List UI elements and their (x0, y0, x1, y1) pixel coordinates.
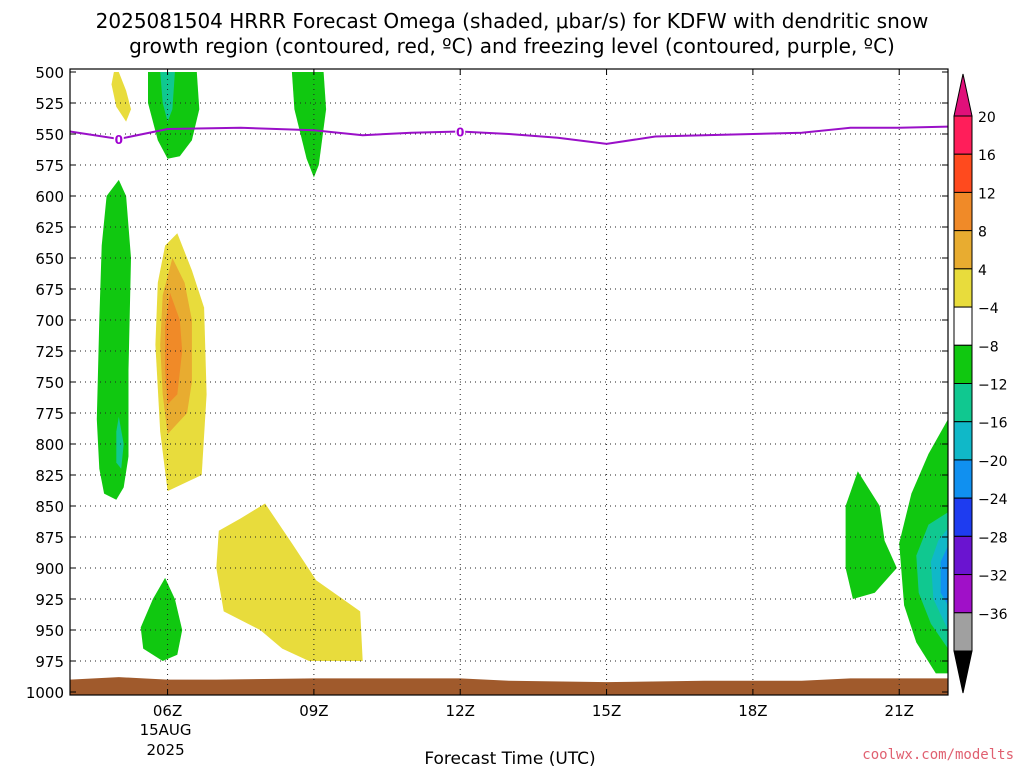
x-tick-year: 2025 (146, 741, 184, 759)
omega-shaded-regions (96, 72, 948, 674)
x-tick-label-15Z: 15Z (592, 702, 621, 720)
colorbar-swatch-8 (953, 421, 973, 461)
colorbar-swatch-9 (953, 459, 973, 499)
colorbar: 20 16 12 8 4 −4 −8 −12 −16 −20 −24 −28 −32 −36 (953, 73, 1008, 694)
freezing-label-bg-0 (113, 131, 124, 146)
colorbar-label-12: −32 (978, 569, 1008, 585)
y-tick-label-750: 750 (35, 374, 64, 392)
omega-region-8 (165, 292, 183, 405)
colorbar-label-1: 16 (978, 148, 996, 164)
x-axis-label: Forecast Time (UTC) (424, 749, 595, 768)
colorbar-swatch-13 (953, 612, 973, 652)
y-tick-label-700: 700 (35, 312, 64, 330)
y-tick-label-775: 775 (35, 405, 64, 423)
omega-region-4 (96, 179, 131, 500)
y-tick-label-550: 550 (35, 126, 64, 144)
y-tick-label-725: 725 (35, 343, 64, 361)
omega-region-3 (291, 72, 327, 178)
colorbar-swatch-6 (953, 344, 973, 384)
y-tick-label-575: 575 (35, 157, 64, 175)
omega-region-1 (148, 72, 200, 159)
omega-region-5 (116, 416, 124, 469)
colorbar-swatch-5 (953, 306, 973, 346)
x-tick-label-06Z: 06Z (153, 702, 182, 720)
y-tick-label-975: 975 (35, 653, 64, 671)
colorbar-swatch-7 (953, 383, 973, 423)
colorbar-label-6: −8 (978, 339, 999, 355)
colorbar-swatch-10 (953, 497, 973, 537)
y-tick-label-850: 850 (35, 498, 64, 516)
y-tick-label-1000: 1000 (26, 684, 64, 702)
colorbar-swatch-12 (953, 574, 973, 614)
colorbar-swatch-0 (953, 115, 973, 155)
y-tick-label-500: 500 (35, 64, 64, 82)
colorbar-label-11: −28 (978, 530, 1008, 546)
y-tick-label-825: 825 (35, 467, 64, 485)
omega-region-15 (940, 545, 948, 606)
chart-title-line1: 2025081504 HRRR Forecast Omega (shaded, … (96, 9, 929, 33)
chart-title-line2: growth region (contoured, red, ºC) and f… (129, 34, 895, 58)
colorbar-swatch-3 (953, 230, 973, 270)
freezing-level-line (69, 125, 949, 145)
x-tick-label-18Z: 18Z (738, 702, 767, 720)
freezing-label-bg-1 (455, 124, 466, 139)
omega-region-0 (111, 72, 131, 122)
y-tick-label-950: 950 (35, 622, 64, 640)
colorbar-label-5: −4 (978, 301, 999, 317)
y-tick-label-650: 650 (35, 250, 64, 268)
colorbar-top-arrow (953, 73, 973, 117)
colorbar-swatch-11 (953, 535, 973, 576)
x-tick-label-21Z: 21Z (885, 702, 914, 720)
colorbar-label-13: −36 (978, 607, 1008, 623)
freezing-level-label-1: 0 (456, 126, 464, 140)
freezing-level-contour: 00 (69, 124, 949, 147)
y-tick-label-925: 925 (35, 591, 64, 609)
colorbar-label-4: 4 (978, 263, 987, 279)
x-tick-label-09Z: 09Z (299, 702, 328, 720)
colorbar-label-9: −20 (978, 454, 1008, 470)
y-tick-label-875: 875 (35, 529, 64, 547)
y-tick-label-675: 675 (35, 281, 64, 299)
colorbar-swatch-2 (953, 191, 973, 232)
y-tick-label-525: 525 (35, 95, 64, 113)
ground-fill (70, 677, 948, 695)
y-tick-label-900: 900 (35, 560, 64, 578)
colorbar-swatch-4 (953, 268, 973, 308)
omega-region-9 (216, 503, 363, 661)
colorbar-swatch-1 (953, 153, 973, 193)
omega-region-10 (140, 577, 183, 661)
y-tick-label-625: 625 (35, 219, 64, 237)
ground-layer (70, 677, 948, 695)
omega-region-11 (845, 471, 897, 599)
colorbar-label-0: 20 (978, 110, 996, 126)
y-tick-label-800: 800 (35, 436, 64, 454)
watermark: coolwx.com/modelts (862, 747, 1014, 763)
omega-region-14 (930, 528, 948, 630)
y-axis-ticks: 500 525 550 575 600 625 650 675 700 725 750 775 800 8… (26, 64, 948, 702)
x-tick-date: 15AUG (140, 721, 192, 739)
colorbar-label-8: −16 (978, 416, 1008, 432)
colorbar-label-3: 8 (978, 225, 987, 241)
freezing-level-label-0: 0 (115, 133, 123, 147)
colorbar-bottom-arrow (953, 650, 973, 694)
omega-region-2 (160, 72, 175, 122)
x-tick-label-12Z: 12Z (446, 702, 475, 720)
colorbar-label-10: −24 (978, 492, 1008, 508)
colorbar-label-7: −12 (978, 378, 1008, 394)
y-tick-label-600: 600 (35, 188, 64, 206)
colorbar-label-2: 12 (978, 186, 996, 202)
